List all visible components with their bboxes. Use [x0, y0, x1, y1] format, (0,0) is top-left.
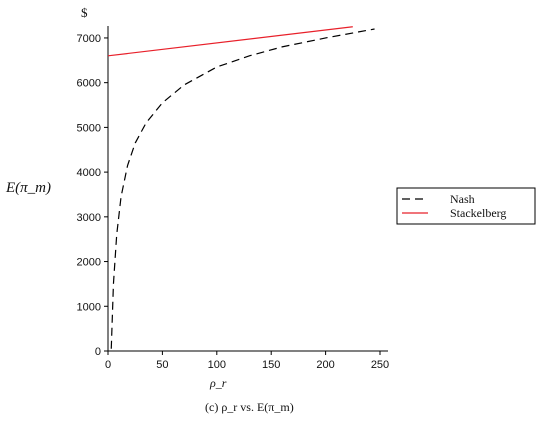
x-ticks: 0 50 100 150 200 250 — [105, 351, 389, 371]
series-layer — [107, 26, 375, 349]
legend-box — [396, 187, 536, 225]
y-tick-label: 1000 — [77, 301, 101, 313]
x-tick-label: 50 — [156, 359, 168, 371]
x-tick-label: 250 — [371, 359, 389, 371]
y-tick-label: 0 — [95, 346, 101, 358]
y-tick-label: 6000 — [77, 78, 101, 90]
y-tick-label: 7000 — [77, 33, 101, 45]
y-axis-label: E(π_m) — [5, 180, 51, 196]
y-tick-label: 2000 — [77, 257, 101, 269]
legend-label-nash: Nash — [450, 192, 475, 206]
y-tick-label: 4000 — [77, 167, 101, 179]
y-tick-label: 3000 — [77, 212, 101, 224]
x-axis-label: ρ_r — [209, 376, 227, 390]
y-unit-label: $ — [81, 5, 88, 20]
y-tick-label: 5000 — [77, 122, 101, 134]
series-line-stackelberg — [107, 26, 353, 57]
x-tick-label: 0 — [105, 359, 111, 371]
figure-caption: (c) ρ_r vs. E(π_m) — [205, 400, 294, 414]
y-ticks: 0 1000 2000 3000 4000 5000 6000 7000 — [77, 33, 108, 358]
x-tick-label: 150 — [262, 359, 280, 371]
x-tick-label: 200 — [316, 359, 334, 371]
legend: Nash Stackelberg — [396, 187, 536, 225]
legend-label-stackelberg: Stackelberg — [450, 206, 506, 220]
series-line-nash — [110, 28, 375, 349]
x-tick-label: 100 — [208, 359, 226, 371]
